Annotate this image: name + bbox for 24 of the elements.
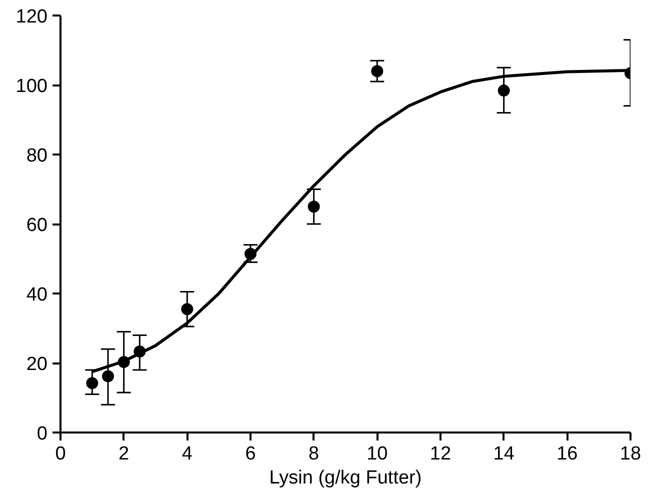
point [102,370,114,382]
x-tick-label: 14 [493,444,515,464]
y-tick-label: 100 [16,76,48,97]
y-tick-label: 80 [26,146,48,166]
point [308,200,320,213]
x-tick-label: 6 [245,444,256,464]
x-tick-label: 16 [556,444,578,464]
y-tick-label: 0 [36,424,48,444]
x-tick-label: 18 [620,444,642,464]
x-tick-label: 4 [182,444,193,464]
y-tick-label: 120 [16,6,48,28]
point [181,303,194,316]
y-tick-label: 60 [26,215,48,236]
x-tick-label: 0 [55,444,66,464]
y-tick-label: 20 [26,354,48,375]
x-tick-label: 2 [118,444,130,464]
point [498,84,510,97]
x-tick-label: 8 [308,444,320,464]
x-tick-label: 12 [430,444,452,464]
x-tick-label: 10 [366,444,388,464]
point [371,65,384,78]
y-tick-label: 40 [26,284,48,306]
point [86,377,98,390]
x-axis-title: Lysin (g/kg Futter) [269,468,422,488]
